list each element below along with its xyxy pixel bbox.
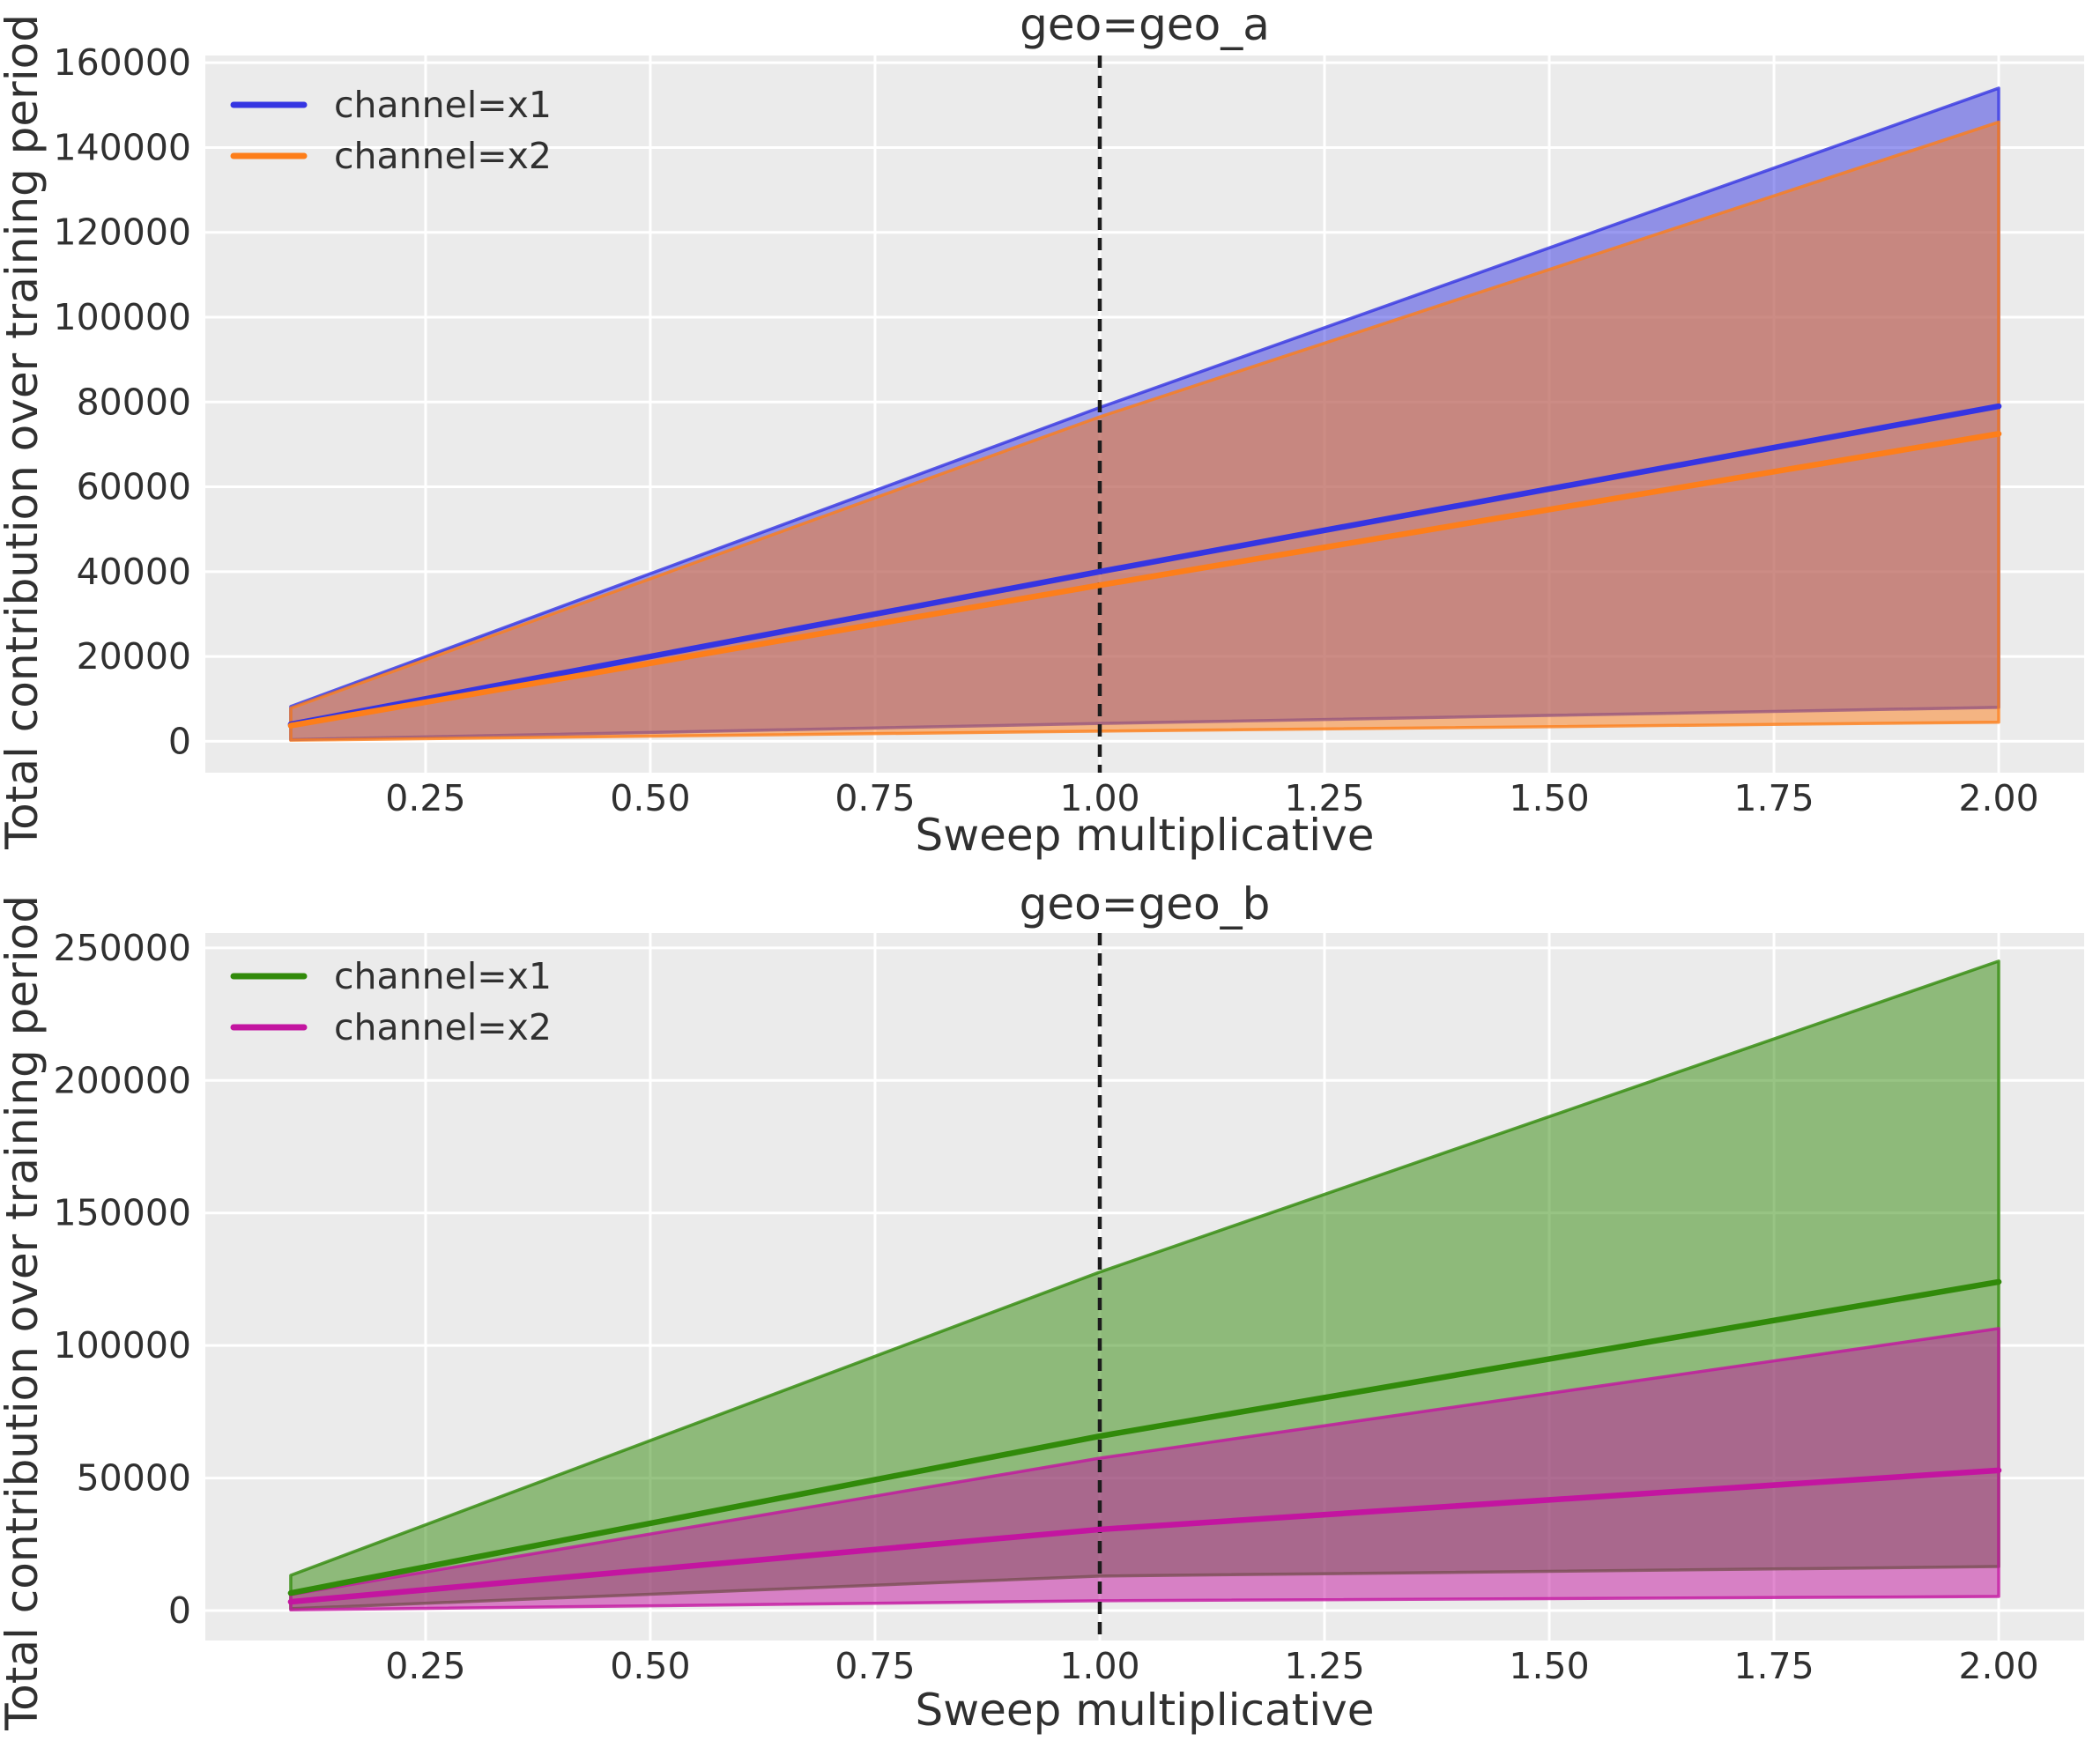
chart-title: geo=geo_b bbox=[1020, 878, 1271, 930]
x-axis-label: Sweep multiplicative bbox=[915, 810, 1374, 861]
x-tick-label: 1.50 bbox=[1509, 1645, 1589, 1687]
x-tick-label: 1.25 bbox=[1284, 777, 1364, 819]
x-tick-label: 0.25 bbox=[385, 1645, 465, 1687]
chart-geo-geo-a: geo=geo_a 0.25 0.50 0.75 1.00 1.25 1.50 1.75 2.0… bbox=[0, 0, 2084, 861]
chart-title: geo=geo_a bbox=[1020, 0, 1270, 50]
y-tick-label: 60000 bbox=[77, 466, 191, 508]
y-axis-label: Total contribution over training period bbox=[0, 14, 48, 850]
y-tick-label: 50000 bbox=[77, 1457, 191, 1500]
y-tick-label: 150000 bbox=[53, 1192, 191, 1234]
y-tick-label: 20000 bbox=[77, 635, 191, 678]
y-tick-label: 200000 bbox=[53, 1059, 191, 1101]
series-line-channel-x2 bbox=[287, 431, 2002, 729]
legend-label: channel=x2 bbox=[334, 135, 552, 177]
x-tick-label: 2.00 bbox=[1958, 1645, 2038, 1687]
y-axis-label: Total contribution over training period bbox=[0, 895, 48, 1731]
chart-geo-geo-b: geo=geo_b 0.25 0.50 0.75 1.00 1.25 1.50 1.75 2.0… bbox=[0, 878, 2084, 1736]
x-tick-label: 0.75 bbox=[835, 1645, 915, 1687]
legend-label: channel=x1 bbox=[334, 955, 552, 997]
series-line-channel-x1 bbox=[287, 1278, 2002, 1596]
legend-label: channel=x2 bbox=[334, 1006, 552, 1048]
legend: channel=x1 channel=x2 bbox=[230, 955, 552, 1048]
confidence-band-channel-x2 bbox=[289, 120, 2000, 742]
x-tick-label: 1.00 bbox=[1059, 777, 1139, 819]
y-tick-label: 250000 bbox=[53, 927, 191, 969]
confidence-band-channel-x2 bbox=[289, 1327, 2000, 1612]
x-tick-label: 1.75 bbox=[1733, 1645, 1814, 1687]
y-tick-label: 120000 bbox=[53, 211, 191, 254]
x-axis-label: Sweep multiplicative bbox=[915, 1685, 1374, 1736]
y-tick-label: 0 bbox=[168, 720, 191, 762]
x-tick-label: 1.75 bbox=[1733, 777, 1814, 819]
y-tick-label: 100000 bbox=[53, 296, 191, 338]
series-line-channel-x2 bbox=[287, 1467, 2002, 1605]
y-tick-label: 160000 bbox=[53, 41, 191, 84]
x-tick-label: 0.50 bbox=[610, 777, 690, 819]
x-tick-label: 1.50 bbox=[1509, 777, 1589, 819]
y-tick-label: 40000 bbox=[77, 551, 191, 593]
x-tick-label: 1.00 bbox=[1059, 1645, 1139, 1687]
legend-label: channel=x1 bbox=[334, 84, 552, 126]
x-tick-label: 0.50 bbox=[610, 1645, 690, 1687]
x-tick-label: 1.25 bbox=[1284, 1645, 1364, 1687]
series-line-channel-x1 bbox=[287, 403, 2002, 728]
y-tick-label: 140000 bbox=[53, 126, 191, 168]
x-tick-label: 2.00 bbox=[1958, 777, 2038, 819]
y-tick-label: 100000 bbox=[53, 1324, 191, 1367]
x-tick-label: 0.25 bbox=[385, 777, 465, 819]
legend: channel=x1 channel=x2 bbox=[230, 84, 552, 177]
y-tick-label: 80000 bbox=[77, 381, 191, 423]
y-tick-label: 0 bbox=[168, 1589, 191, 1632]
x-tick-label: 0.75 bbox=[835, 777, 915, 819]
